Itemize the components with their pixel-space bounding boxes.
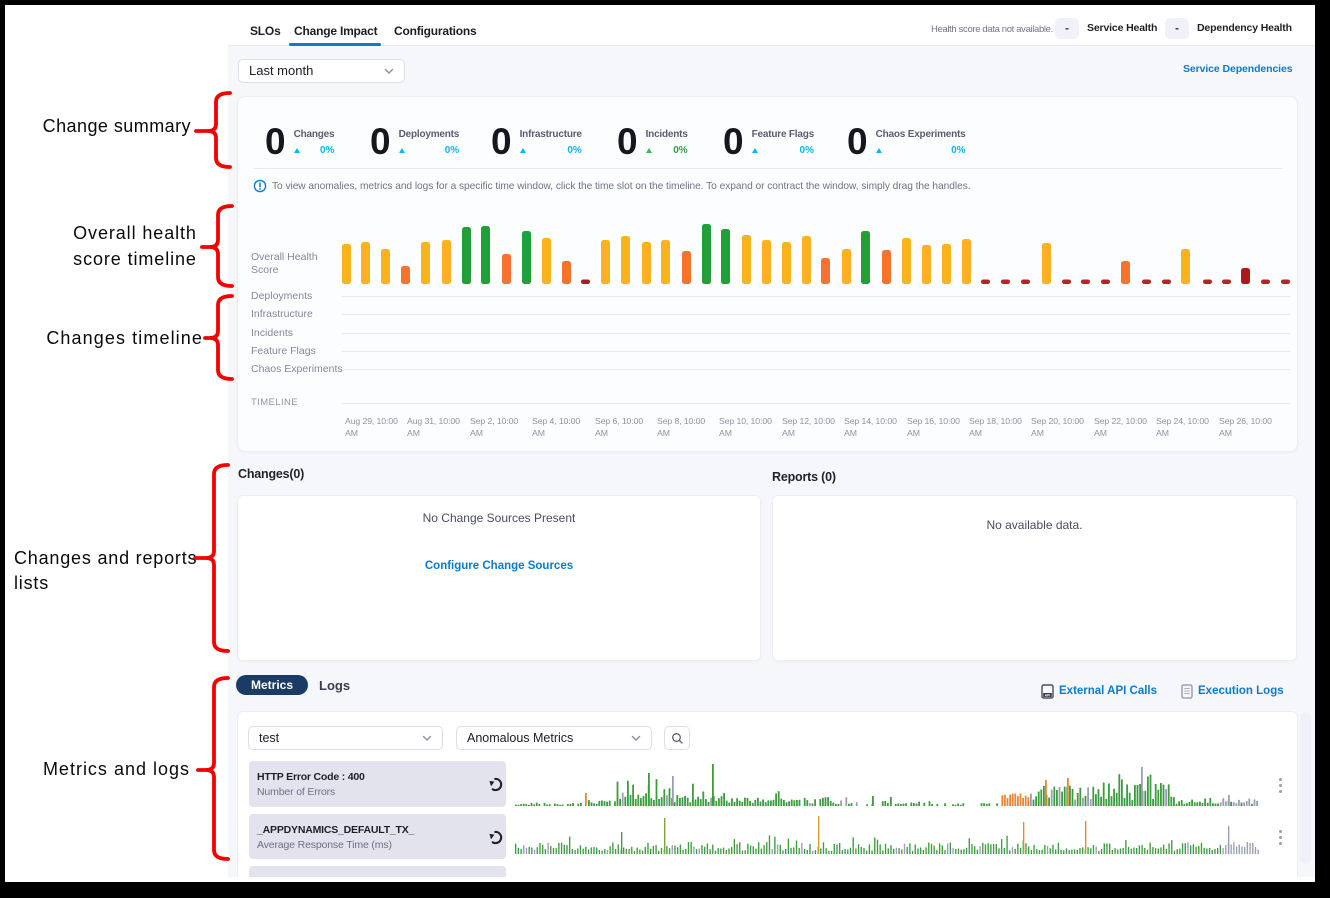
- svg-text:API: API: [1045, 693, 1051, 697]
